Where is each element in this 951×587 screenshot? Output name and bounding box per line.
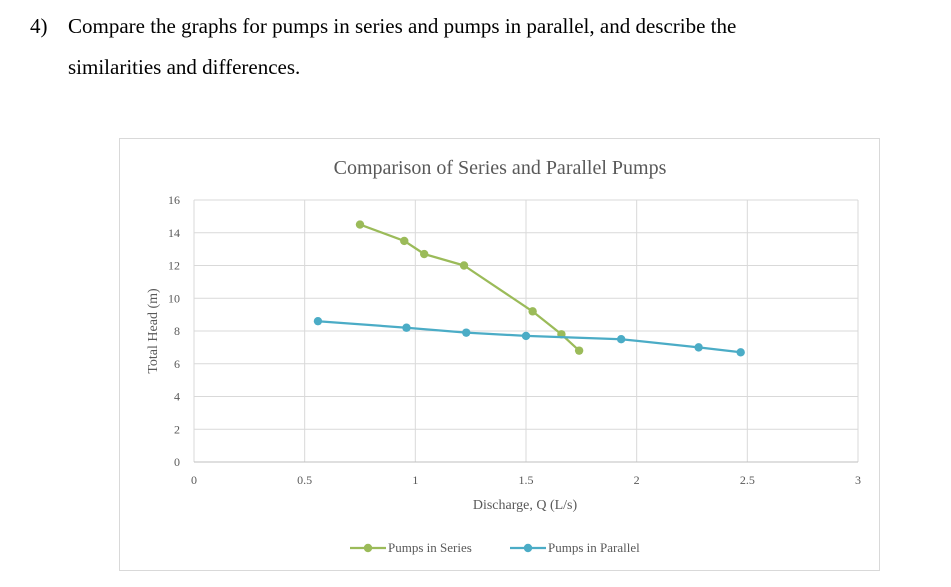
question-text-line-2: similarities and differences. <box>68 55 301 79</box>
legend-swatch-marker-pumps-in-parallel <box>523 543 533 553</box>
question-text-line-1: Compare the graphs for pumps in series a… <box>68 14 737 38</box>
data-point-pumps-in-series <box>355 220 365 229</box>
data-point-pumps-in-series <box>400 236 409 246</box>
x-tick-label: 2.5 <box>740 473 755 487</box>
y-tick-label: 16 <box>168 193 180 207</box>
legend-swatch-marker-pumps-in-series <box>363 543 373 553</box>
gridlines <box>193 199 859 463</box>
y-tick-label: 8 <box>174 324 180 338</box>
y-tick-label: 10 <box>168 291 180 305</box>
chart-title: Comparison of Series and Parallel Pumps <box>334 157 667 179</box>
y-tick-label: 0 <box>174 455 180 469</box>
x-axis-tick-labels: 0 0.5 1 1.5 2 2.5 3 <box>191 473 861 487</box>
y-axis-label: Total Head (m) <box>146 288 161 374</box>
legend-label-pumps-in-series: Pumps in Series <box>388 540 472 555</box>
x-axis-label: Discharge, Q (L/s) <box>473 498 578 513</box>
y-tick-label: 2 <box>174 422 180 436</box>
chart-frame <box>119 138 880 571</box>
x-tick-label: 0 <box>191 473 197 487</box>
x-tick-label: 0.5 <box>297 473 312 487</box>
data-point-pumps-in-series <box>419 249 429 259</box>
data-point-pumps-in-series <box>574 346 584 355</box>
x-tick-label: 1 <box>412 473 418 487</box>
data-point-pumps-in-parallel <box>736 348 745 357</box>
data-series <box>313 220 745 357</box>
x-tick-label: 3 <box>855 473 861 487</box>
data-point-pumps-in-parallel <box>616 334 626 344</box>
data-point-pumps-in-parallel <box>313 316 323 326</box>
legend-label-pumps-in-parallel: Pumps in Parallel <box>548 540 640 555</box>
y-tick-label: 14 <box>168 226 180 240</box>
data-point-pumps-in-parallel <box>694 343 703 352</box>
x-tick-label: 1.5 <box>519 473 534 487</box>
legend: Pumps in Series Pumps in Parallel <box>350 540 640 555</box>
y-tick-label: 4 <box>174 390 180 404</box>
y-tick-label: 6 <box>174 357 180 371</box>
x-tick-label: 2 <box>634 473 640 487</box>
data-point-pumps-in-parallel <box>521 331 531 341</box>
y-tick-label: 12 <box>168 259 180 273</box>
data-point-pumps-in-parallel <box>402 323 411 332</box>
question-number: 4) <box>30 14 48 38</box>
data-point-pumps-in-parallel <box>462 328 471 337</box>
data-point-pumps-in-series <box>528 307 537 316</box>
data-point-pumps-in-series <box>459 261 469 270</box>
y-axis-tick-labels: 0 2 4 6 8 10 12 14 16 <box>168 193 180 469</box>
